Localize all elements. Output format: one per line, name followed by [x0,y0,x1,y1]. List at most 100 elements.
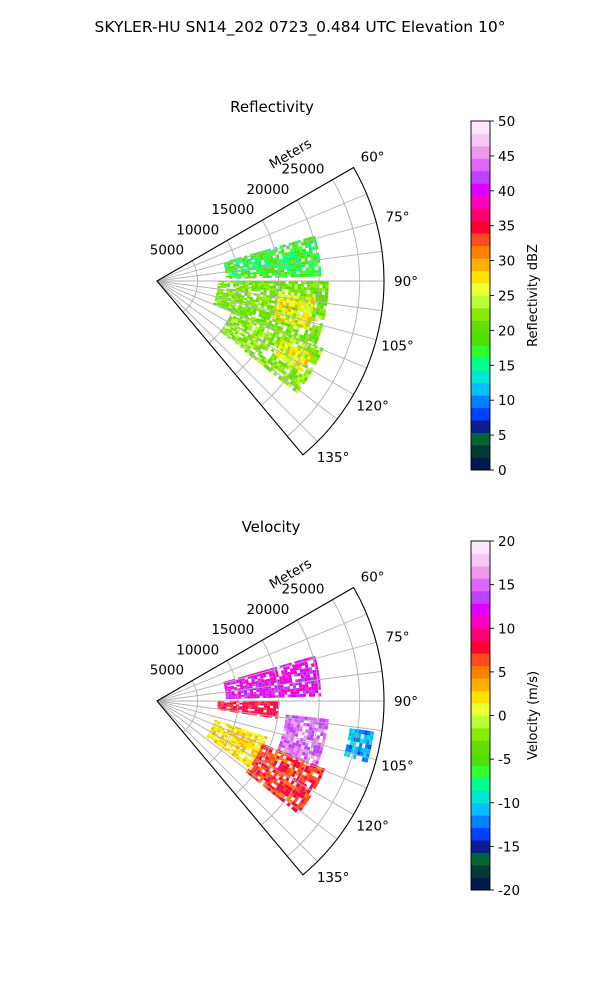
echo-cell [222,305,226,308]
echo-cell [254,285,258,288]
echo-cell [286,666,290,670]
echo-cell [229,291,233,294]
echo-cell [261,264,265,267]
echo-cell [249,341,254,346]
echo-cell [291,306,296,311]
echo-cell [229,333,234,337]
echo-cell [291,766,296,771]
echo-cell [311,297,315,301]
echo-cell [266,766,271,771]
echo-cell [216,722,221,725]
echo-cell [311,751,316,756]
echo-cell [254,750,259,754]
echo-cell [268,253,273,257]
echo-cell [309,306,314,311]
echo-cell [222,732,226,735]
echo-cell [289,729,293,733]
echo-cell [285,365,290,370]
echo-cell [264,263,269,267]
echo-cell [264,758,269,763]
echo-cell [213,722,217,725]
colorbar-segment [471,815,490,829]
echo-cell [218,738,223,742]
colorbar-tick-label: 30 [498,254,515,270]
echo-cell [296,694,300,698]
echo-cell [291,377,297,383]
echo-cell [356,737,361,743]
echo-cell [233,681,237,685]
echo-cell [233,326,238,330]
echo-cell [362,738,367,744]
echo-cell [256,689,260,692]
echo-cell [226,732,230,735]
echo-cell [254,283,258,286]
echo-cell [251,705,255,708]
echo-cell [291,303,296,308]
echo-cell [303,309,307,313]
echo-cell [235,275,239,278]
echo-cell [208,732,212,736]
colorbar-segment [471,565,490,579]
echo-cell [358,729,362,735]
echo-cell [245,314,249,317]
echo-cell [261,346,266,350]
echo-cell [286,740,290,744]
echo-cell [301,343,306,348]
colorbar-segment [471,877,490,891]
echo-cell [206,734,211,738]
echo-cell [252,760,257,765]
echo-cell [257,287,261,290]
echo-cell [319,308,324,313]
echo-cell [257,346,262,351]
echo-cell [239,282,243,285]
echo-cell [298,784,303,790]
echo-cell [258,350,263,355]
echo-cell [306,345,311,351]
echo-cell [224,734,228,738]
echo-cell [297,801,303,807]
echo-cell [296,376,301,381]
echo-cell [234,308,238,311]
echo-cell [273,257,277,261]
echo-cell [230,682,234,685]
echo-cell [267,701,271,704]
echo-cell [296,268,300,272]
azimuth-tick-label: 105° [381,338,414,354]
echo-cell [271,272,276,276]
echo-cell [227,727,232,731]
echo-cell [270,355,275,360]
echo-cell [257,711,261,714]
echo-cell [281,334,286,339]
echo-cell [284,722,288,726]
echo-cell [233,265,237,268]
echo-cell [272,763,277,767]
echo-cell [319,718,323,722]
echo-cell [266,710,270,713]
echo-cell [299,684,303,689]
echo-cell [272,356,277,361]
colorbar-tick-label: 0 [498,709,507,725]
echo-cell [293,268,297,272]
echo-cell [232,745,237,749]
echo-cell [271,670,275,674]
echo-cell [305,772,310,778]
echo-cell [313,717,317,722]
echo-cell [283,779,288,785]
echo-cell [288,286,292,290]
echo-cell [281,356,286,361]
echo-cell [253,274,257,277]
echo-cell [262,674,267,678]
echo-cell [250,307,255,311]
colorbar-label: Velocity (m/s) [526,671,541,760]
echo-cell [262,296,266,300]
echo-cell [262,298,266,302]
echo-cell [248,338,253,342]
echo-cell [234,341,239,346]
echo-cell [237,737,241,740]
echo-cell [290,738,294,743]
echo-cell [294,388,300,394]
echo-cell [236,310,240,314]
echo-cell [272,331,277,335]
echo-cell [225,725,229,728]
echo-cell [216,736,221,739]
